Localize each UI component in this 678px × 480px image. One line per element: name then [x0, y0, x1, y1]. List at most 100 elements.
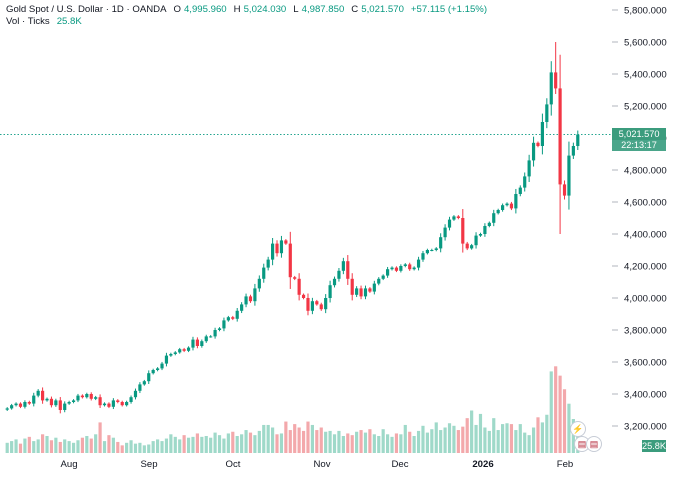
- candle-body: [527, 160, 531, 177]
- y-tick-label: 3,800.000: [624, 326, 667, 337]
- volume-bar: [231, 431, 235, 453]
- y-tick-label: 3,200.000: [624, 422, 667, 433]
- candle-body: [386, 269, 390, 276]
- candle-body: [319, 304, 323, 310]
- volume-bar: [346, 433, 350, 453]
- candle-body: [536, 142, 540, 146]
- candle-body: [501, 205, 505, 210]
- candle-body: [562, 184, 567, 196]
- candle-body: [350, 278, 354, 295]
- candle-body: [324, 298, 328, 310]
- volume-bar: [138, 442, 142, 453]
- volume-bar: [492, 418, 496, 453]
- volume-bar: [266, 424, 270, 453]
- last-price-tag: 5,021.570: [612, 128, 666, 140]
- candle-body: [487, 222, 491, 226]
- chart-legend: Gold Spot / U.S. Dollar · 1D · OANDA O 4,…: [6, 4, 487, 28]
- candle-body: [248, 296, 253, 302]
- low-label: L: [293, 4, 299, 15]
- volume-bar: [536, 417, 540, 453]
- candle-body: [567, 155, 571, 196]
- volume-bar: [10, 441, 14, 453]
- volume-bar: [567, 403, 571, 453]
- candle-body: [368, 288, 372, 292]
- candle-body: [266, 259, 270, 268]
- volume-bar: [288, 430, 292, 453]
- volume-bar: [49, 440, 54, 453]
- volume-bar: [399, 434, 403, 453]
- candle-body: [470, 245, 474, 249]
- volume-bar: [102, 441, 107, 453]
- candle-body: [514, 194, 518, 209]
- candle-body: [156, 368, 160, 370]
- volume-bar: [531, 427, 536, 453]
- volume-bar: [297, 427, 301, 453]
- candle-body: [315, 301, 319, 305]
- volume-bar: [359, 430, 363, 453]
- y-tick-label: 3,600.000: [624, 358, 667, 369]
- candle-body: [478, 234, 483, 236]
- candle-body: [306, 298, 310, 311]
- candle-body: [262, 267, 266, 279]
- candle-body: [372, 283, 376, 292]
- candle-body: [310, 301, 314, 311]
- candle-body: [195, 339, 199, 346]
- candle-body: [554, 72, 558, 89]
- candle-body: [461, 218, 465, 244]
- volume-bar: [328, 430, 332, 453]
- lightning-icon[interactable]: ⚡: [570, 421, 586, 437]
- candle-body: [421, 253, 425, 260]
- candle-body: [27, 402, 31, 404]
- volume-bar: [386, 434, 390, 453]
- volume-bar: [164, 438, 169, 453]
- candle-body: [390, 267, 394, 270]
- candle-body: [253, 288, 257, 302]
- candle-body: [439, 237, 443, 249]
- volume-bar: [554, 366, 558, 453]
- x-tick-label: Feb: [557, 459, 574, 470]
- candle-body: [14, 403, 18, 406]
- candle-body: [443, 227, 447, 238]
- volume-bar: [403, 424, 407, 453]
- volume-label[interactable]: Vol · Ticks: [6, 16, 50, 27]
- candle-body: [244, 296, 248, 305]
- candle-body: [332, 278, 337, 286]
- us-flag-icon[interactable]: ▤: [586, 436, 602, 452]
- volume-bar: [98, 422, 102, 453]
- volume-bar: [222, 438, 226, 453]
- volume-bar: [63, 439, 67, 453]
- volume-bar: [195, 433, 199, 453]
- volume-legend-row: Vol · Ticks 25.8K: [6, 16, 487, 28]
- volume-bar: [465, 418, 469, 453]
- volume-bar: [71, 442, 76, 453]
- candle-body: [257, 278, 261, 289]
- candle-body: [284, 240, 288, 244]
- low-value: 4,987.850: [301, 4, 345, 15]
- change-value: +57.115 (+1.15%): [410, 4, 488, 15]
- volume-bar: [518, 424, 522, 453]
- volume-bar: [337, 430, 341, 453]
- y-tick-label: 5,800.000: [624, 6, 667, 17]
- candle-body: [222, 320, 226, 329]
- candle-body: [412, 267, 416, 270]
- symbol-title[interactable]: Gold Spot / U.S. Dollar · 1D · OANDA: [6, 4, 167, 15]
- volume-bar: [240, 434, 244, 453]
- volume-bar: [434, 422, 438, 453]
- y-tick-label: 3,400.000: [624, 390, 667, 401]
- candle-body: [200, 341, 204, 346]
- candle-body: [523, 176, 527, 188]
- x-tick-label: Nov: [313, 459, 330, 470]
- candle-body: [492, 213, 496, 223]
- candle-body: [45, 398, 49, 401]
- candle-body: [363, 288, 368, 297]
- volume-bar: [470, 410, 474, 453]
- candle-body: [518, 187, 522, 194]
- candle-body: [41, 390, 45, 401]
- volume-bar: [67, 441, 71, 453]
- candle-body: [76, 395, 80, 401]
- volume-bar: [324, 431, 328, 453]
- volume-bar: [85, 436, 89, 453]
- volume-bar: [377, 436, 381, 453]
